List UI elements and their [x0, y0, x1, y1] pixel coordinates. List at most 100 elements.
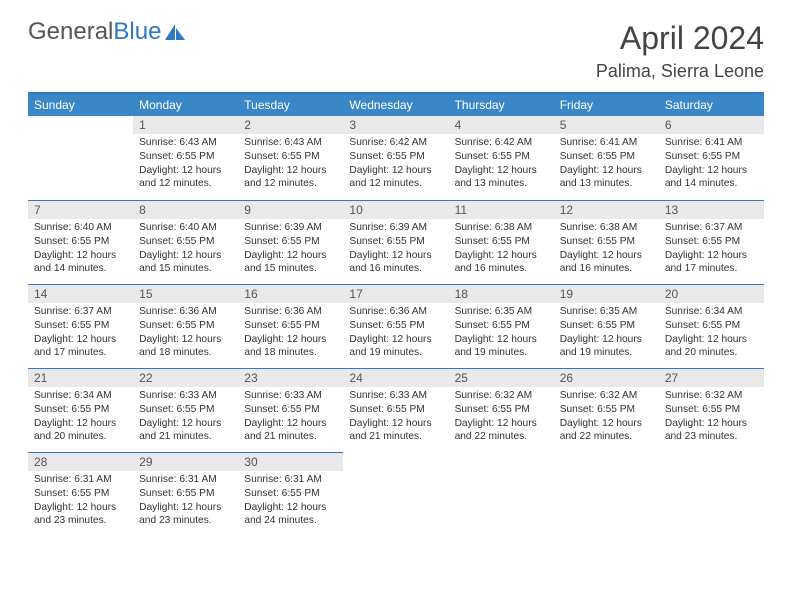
day-cell — [554, 452, 659, 536]
day-cell: 13Sunrise: 6:37 AMSunset: 6:55 PMDayligh… — [659, 200, 764, 284]
logo-sail-icon — [163, 22, 187, 42]
day-body: Sunrise: 6:34 AMSunset: 6:55 PMDaylight:… — [659, 303, 764, 364]
day-body: Sunrise: 6:31 AMSunset: 6:55 PMDaylight:… — [133, 471, 238, 532]
week-row: 7Sunrise: 6:40 AMSunset: 6:55 PMDaylight… — [28, 200, 764, 284]
day-body: Sunrise: 6:34 AMSunset: 6:55 PMDaylight:… — [28, 387, 133, 448]
day-body: Sunrise: 6:42 AMSunset: 6:55 PMDaylight:… — [449, 134, 554, 195]
day-body: Sunrise: 6:41 AMSunset: 6:55 PMDaylight:… — [659, 134, 764, 195]
day-number: 28 — [28, 452, 133, 471]
day-cell: 9Sunrise: 6:39 AMSunset: 6:55 PMDaylight… — [238, 200, 343, 284]
day-body: Sunrise: 6:31 AMSunset: 6:55 PMDaylight:… — [28, 471, 133, 532]
dow-cell: Tuesday — [238, 93, 343, 116]
day-cell: 20Sunrise: 6:34 AMSunset: 6:55 PMDayligh… — [659, 284, 764, 368]
day-number: 22 — [133, 368, 238, 387]
day-number: 13 — [659, 200, 764, 219]
day-number: 10 — [343, 200, 448, 219]
day-cell: 26Sunrise: 6:32 AMSunset: 6:55 PMDayligh… — [554, 368, 659, 452]
day-cell: 18Sunrise: 6:35 AMSunset: 6:55 PMDayligh… — [449, 284, 554, 368]
day-number: 6 — [659, 116, 764, 134]
day-body: Sunrise: 6:41 AMSunset: 6:55 PMDaylight:… — [554, 134, 659, 195]
header: GeneralBlue April 2024 Palima, Sierra Le… — [28, 20, 764, 82]
day-number: 11 — [449, 200, 554, 219]
day-body: Sunrise: 6:43 AMSunset: 6:55 PMDaylight:… — [238, 134, 343, 195]
day-body: Sunrise: 6:38 AMSunset: 6:55 PMDaylight:… — [449, 219, 554, 280]
calendar-table: SundayMondayTuesdayWednesdayThursdayFrid… — [28, 92, 764, 536]
day-number: 21 — [28, 368, 133, 387]
dow-cell: Thursday — [449, 93, 554, 116]
day-cell: 1Sunrise: 6:43 AMSunset: 6:55 PMDaylight… — [133, 116, 238, 200]
day-number: 25 — [449, 368, 554, 387]
day-cell: 12Sunrise: 6:38 AMSunset: 6:55 PMDayligh… — [554, 200, 659, 284]
day-cell: 8Sunrise: 6:40 AMSunset: 6:55 PMDaylight… — [133, 200, 238, 284]
day-cell: 16Sunrise: 6:36 AMSunset: 6:55 PMDayligh… — [238, 284, 343, 368]
day-body: Sunrise: 6:36 AMSunset: 6:55 PMDaylight:… — [133, 303, 238, 364]
day-number: 30 — [238, 452, 343, 471]
day-number: 1 — [133, 116, 238, 134]
day-cell: 27Sunrise: 6:32 AMSunset: 6:55 PMDayligh… — [659, 368, 764, 452]
day-number: 5 — [554, 116, 659, 134]
day-body: Sunrise: 6:37 AMSunset: 6:55 PMDaylight:… — [28, 303, 133, 364]
day-number: 8 — [133, 200, 238, 219]
day-cell: 5Sunrise: 6:41 AMSunset: 6:55 PMDaylight… — [554, 116, 659, 200]
dow-cell: Wednesday — [343, 93, 448, 116]
day-cell: 6Sunrise: 6:41 AMSunset: 6:55 PMDaylight… — [659, 116, 764, 200]
day-body: Sunrise: 6:36 AMSunset: 6:55 PMDaylight:… — [343, 303, 448, 364]
day-cell: 24Sunrise: 6:33 AMSunset: 6:55 PMDayligh… — [343, 368, 448, 452]
logo: GeneralBlue — [28, 20, 187, 44]
day-body: Sunrise: 6:38 AMSunset: 6:55 PMDaylight:… — [554, 219, 659, 280]
day-number: 19 — [554, 284, 659, 303]
day-number: 3 — [343, 116, 448, 134]
day-number: 15 — [133, 284, 238, 303]
day-body: Sunrise: 6:35 AMSunset: 6:55 PMDaylight:… — [554, 303, 659, 364]
day-body: Sunrise: 6:33 AMSunset: 6:55 PMDaylight:… — [343, 387, 448, 448]
day-number: 29 — [133, 452, 238, 471]
day-cell: 4Sunrise: 6:42 AMSunset: 6:55 PMDaylight… — [449, 116, 554, 200]
day-body: Sunrise: 6:32 AMSunset: 6:55 PMDaylight:… — [554, 387, 659, 448]
day-cell — [449, 452, 554, 536]
week-row: 21Sunrise: 6:34 AMSunset: 6:55 PMDayligh… — [28, 368, 764, 452]
day-number: 23 — [238, 368, 343, 387]
day-number: 4 — [449, 116, 554, 134]
day-body: Sunrise: 6:35 AMSunset: 6:55 PMDaylight:… — [449, 303, 554, 364]
day-number: 12 — [554, 200, 659, 219]
day-body: Sunrise: 6:39 AMSunset: 6:55 PMDaylight:… — [343, 219, 448, 280]
day-cell: 3Sunrise: 6:42 AMSunset: 6:55 PMDaylight… — [343, 116, 448, 200]
day-body: Sunrise: 6:32 AMSunset: 6:55 PMDaylight:… — [449, 387, 554, 448]
day-cell: 29Sunrise: 6:31 AMSunset: 6:55 PMDayligh… — [133, 452, 238, 536]
day-number: 27 — [659, 368, 764, 387]
day-body: Sunrise: 6:33 AMSunset: 6:55 PMDaylight:… — [238, 387, 343, 448]
day-number: 24 — [343, 368, 448, 387]
day-cell: 30Sunrise: 6:31 AMSunset: 6:55 PMDayligh… — [238, 452, 343, 536]
dow-cell: Saturday — [659, 93, 764, 116]
day-cell — [28, 116, 133, 200]
day-body: Sunrise: 6:33 AMSunset: 6:55 PMDaylight:… — [133, 387, 238, 448]
day-number: 16 — [238, 284, 343, 303]
dow-cell: Sunday — [28, 93, 133, 116]
week-row: 14Sunrise: 6:37 AMSunset: 6:55 PMDayligh… — [28, 284, 764, 368]
day-cell: 11Sunrise: 6:38 AMSunset: 6:55 PMDayligh… — [449, 200, 554, 284]
day-number: 17 — [343, 284, 448, 303]
day-cell: 2Sunrise: 6:43 AMSunset: 6:55 PMDaylight… — [238, 116, 343, 200]
day-cell: 22Sunrise: 6:33 AMSunset: 6:55 PMDayligh… — [133, 368, 238, 452]
location: Palima, Sierra Leone — [596, 61, 764, 82]
day-cell: 21Sunrise: 6:34 AMSunset: 6:55 PMDayligh… — [28, 368, 133, 452]
day-body: Sunrise: 6:32 AMSunset: 6:55 PMDaylight:… — [659, 387, 764, 448]
day-body: Sunrise: 6:39 AMSunset: 6:55 PMDaylight:… — [238, 219, 343, 280]
day-number: 14 — [28, 284, 133, 303]
day-cell: 14Sunrise: 6:37 AMSunset: 6:55 PMDayligh… — [28, 284, 133, 368]
dow-cell: Monday — [133, 93, 238, 116]
day-number: 20 — [659, 284, 764, 303]
day-cell: 15Sunrise: 6:36 AMSunset: 6:55 PMDayligh… — [133, 284, 238, 368]
day-number: 18 — [449, 284, 554, 303]
logo-text-1: General — [28, 20, 113, 44]
day-number: 7 — [28, 200, 133, 219]
logo-text-2: Blue — [113, 20, 161, 44]
day-body: Sunrise: 6:43 AMSunset: 6:55 PMDaylight:… — [133, 134, 238, 195]
day-body: Sunrise: 6:40 AMSunset: 6:55 PMDaylight:… — [28, 219, 133, 280]
day-number: 26 — [554, 368, 659, 387]
day-body: Sunrise: 6:37 AMSunset: 6:55 PMDaylight:… — [659, 219, 764, 280]
dow-row: SundayMondayTuesdayWednesdayThursdayFrid… — [28, 93, 764, 116]
day-cell: 23Sunrise: 6:33 AMSunset: 6:55 PMDayligh… — [238, 368, 343, 452]
day-body: Sunrise: 6:40 AMSunset: 6:55 PMDaylight:… — [133, 219, 238, 280]
day-number: 9 — [238, 200, 343, 219]
